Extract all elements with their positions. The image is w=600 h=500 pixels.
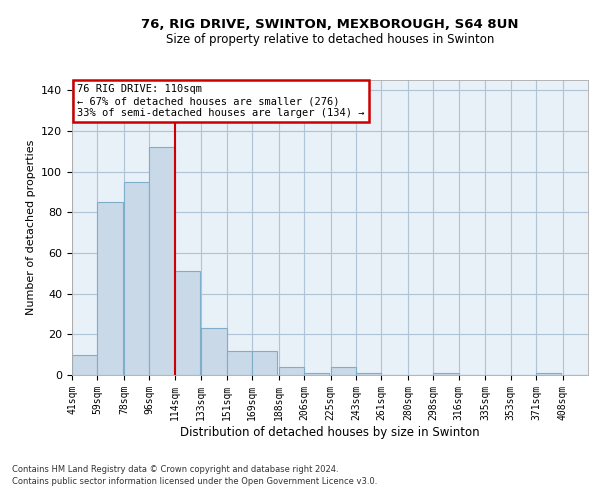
- Bar: [175, 271, 200, 375]
- Text: Contains public sector information licensed under the Open Government Licence v3: Contains public sector information licen…: [12, 477, 377, 486]
- Bar: [356, 373, 382, 375]
- Text: 76, RIG DRIVE, SWINTON, MEXBOROUGH, S64 8UN: 76, RIG DRIVE, SWINTON, MEXBOROUGH, S64 …: [141, 18, 519, 30]
- Bar: [304, 373, 329, 375]
- Text: 76 RIG DRIVE: 110sqm
← 67% of detached houses are smaller (276)
33% of semi-deta: 76 RIG DRIVE: 110sqm ← 67% of detached h…: [77, 84, 365, 117]
- Bar: [72, 354, 97, 375]
- Y-axis label: Number of detached properties: Number of detached properties: [26, 140, 35, 315]
- Bar: [124, 182, 149, 375]
- Bar: [331, 367, 356, 375]
- Text: Contains HM Land Registry data © Crown copyright and database right 2024.: Contains HM Land Registry data © Crown c…: [12, 466, 338, 474]
- Bar: [252, 350, 277, 375]
- Bar: [149, 147, 175, 375]
- Bar: [227, 350, 252, 375]
- Bar: [278, 367, 304, 375]
- Bar: [202, 328, 227, 375]
- Bar: [536, 373, 561, 375]
- Bar: [97, 202, 122, 375]
- Text: Size of property relative to detached houses in Swinton: Size of property relative to detached ho…: [166, 32, 494, 46]
- Bar: [433, 373, 458, 375]
- X-axis label: Distribution of detached houses by size in Swinton: Distribution of detached houses by size …: [180, 426, 480, 438]
